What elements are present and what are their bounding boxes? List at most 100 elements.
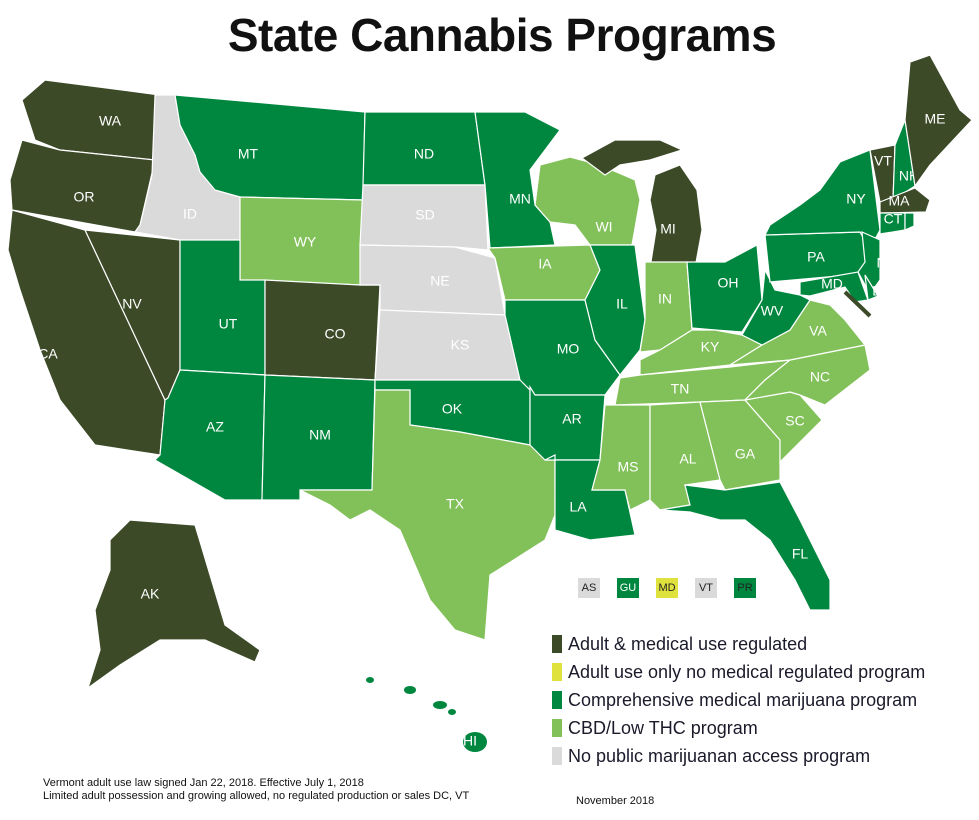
state-label: AL	[679, 451, 696, 467]
state-shape[interactable]	[486, 244, 601, 301]
state-or[interactable]: OR	[9, 139, 156, 233]
state-shape[interactable]	[649, 164, 703, 269]
state-label: DE	[872, 283, 891, 299]
state-shape[interactable]	[86, 519, 261, 690]
state-label: TN	[671, 381, 690, 397]
state-wy[interactable]: WY	[239, 196, 364, 286]
state-shape[interactable]	[580, 139, 684, 176]
state-label: MA	[889, 193, 911, 209]
state-ia[interactable]: IA	[486, 244, 601, 301]
state-ms[interactable]: MS	[591, 404, 651, 511]
state-label: IL	[616, 296, 628, 312]
legend-label: Adult & medical use regulated	[568, 633, 808, 654]
state-label: PA	[807, 249, 825, 265]
state-sd[interactable]: SD	[359, 184, 489, 251]
state-ar[interactable]: AR	[529, 384, 606, 461]
state-label: MS	[618, 459, 639, 475]
legend-item: Adult use only no medical regulated prog…	[552, 658, 925, 686]
state-shape[interactable]	[686, 244, 763, 333]
date-label: November 2018	[576, 795, 655, 807]
island-shape[interactable]	[404, 686, 416, 694]
territory-chip: VT	[695, 578, 717, 598]
state-az[interactable]: AZ	[154, 369, 266, 501]
state-ma[interactable]: MA	[879, 187, 931, 214]
footnote: Vermont adult use law signed Jan 22, 201…	[43, 777, 364, 789]
state-nj[interactable]: NJ	[857, 231, 894, 296]
state-label: VA	[809, 323, 827, 339]
state-label: TX	[446, 496, 465, 512]
state-label: OR	[74, 189, 95, 205]
state-ne[interactable]: NE	[359, 244, 506, 316]
legend-label: CBD/Low THC program	[568, 717, 758, 738]
legend-swatch	[552, 635, 562, 653]
state-shape[interactable]	[359, 184, 489, 251]
state-label: SD	[415, 207, 434, 223]
legend: Adult & medical use regulated Adult use …	[552, 630, 925, 770]
state-shape[interactable]	[299, 389, 556, 641]
state-label: NJ	[876, 255, 893, 271]
state-ny[interactable]: NY	[764, 149, 881, 247]
state-co[interactable]: CO	[264, 279, 381, 381]
legend-swatch	[552, 719, 562, 737]
state-label: WA	[99, 113, 122, 129]
state-label: MT	[238, 146, 259, 162]
state-label: ME	[925, 111, 946, 127]
state-mi[interactable]: MI	[649, 164, 703, 269]
state-oh[interactable]: OH	[686, 244, 763, 333]
state-de[interactable]: DE	[864, 274, 892, 301]
state-mi[interactable]	[580, 139, 684, 176]
state-me[interactable]: ME	[904, 54, 973, 188]
state-shape[interactable]	[864, 274, 879, 301]
state-hi[interactable]: HI	[366, 677, 487, 752]
legend-swatch	[552, 747, 562, 765]
state-nc[interactable]: NC	[743, 344, 871, 406]
state-shape[interactable]	[904, 54, 973, 188]
state-nd[interactable]: ND	[362, 111, 486, 186]
state-md[interactable]: MD	[799, 271, 869, 303]
island-shape[interactable]	[463, 732, 487, 752]
state-shape[interactable]	[904, 212, 915, 231]
state-mn[interactable]: MN	[474, 111, 561, 249]
state-label: SC	[785, 413, 804, 429]
state-label: IN	[658, 291, 672, 307]
territory-chip: PR	[734, 578, 756, 598]
state-nv[interactable]: NV	[84, 229, 181, 401]
footnote: Limited adult possession and growing all…	[43, 790, 470, 802]
state-shape[interactable]	[764, 149, 881, 247]
dc-pointer	[843, 290, 872, 318]
state-ga[interactable]: GA	[699, 399, 781, 491]
legend-item: CBD/Low THC program	[552, 714, 925, 742]
state-label: MD	[821, 276, 843, 292]
state-label: WY	[294, 234, 317, 250]
state-fl[interactable]: FL	[659, 481, 831, 611]
state-ak[interactable]: AK	[86, 519, 261, 690]
footnotes: Vermont adult use law signed Jan 22, 201…	[43, 777, 469, 803]
state-shape[interactable]	[659, 481, 831, 611]
island-shape[interactable]	[366, 677, 374, 683]
legend-item: Comprehensive medical marijuana program	[552, 686, 925, 714]
state-label: AZ	[206, 419, 224, 435]
state-label: GA	[735, 446, 756, 462]
island-shape[interactable]	[448, 709, 456, 715]
state-tx[interactable]: TX	[299, 389, 556, 641]
state-nm[interactable]: NM	[261, 374, 376, 501]
state-shape[interactable]	[584, 244, 646, 376]
page-title: State Cannabis Programs	[227, 9, 777, 61]
state-label: AK	[141, 586, 160, 602]
legend-swatch	[552, 691, 562, 709]
island-shape[interactable]	[433, 701, 447, 709]
state-shape[interactable]	[879, 187, 931, 214]
legend-swatch	[552, 663, 562, 681]
state-vt[interactable]: VT	[869, 144, 896, 203]
state-label: MI	[660, 221, 676, 237]
state-ks[interactable]: KS	[374, 309, 521, 381]
state-ri[interactable]: RI	[904, 212, 934, 232]
state-label: MN	[509, 191, 531, 207]
state-il[interactable]: IL	[584, 244, 646, 376]
state-shape[interactable]	[154, 369, 266, 501]
state-shape[interactable]	[374, 309, 521, 381]
state-ct[interactable]: CT	[879, 211, 906, 235]
state-label: FL	[792, 546, 809, 562]
state-shape[interactable]	[264, 279, 381, 381]
